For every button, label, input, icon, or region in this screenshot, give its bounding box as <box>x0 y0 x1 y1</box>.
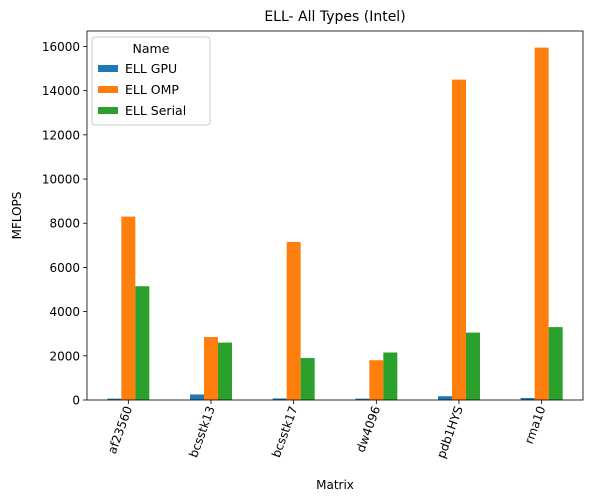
y-tick-label: 12000 <box>42 128 80 142</box>
bar-ell-gpu-af23560 <box>107 398 122 400</box>
bar-ell-omp-rma10 <box>534 47 549 400</box>
legend-entry: ELL OMP <box>125 82 179 97</box>
y-axis-label: MFLOPS <box>10 192 24 240</box>
bar-ell-serial-rma10 <box>548 327 563 400</box>
y-tick-label: 6000 <box>49 261 80 275</box>
y-tick-label: 4000 <box>49 305 80 319</box>
legend-swatch <box>98 65 118 72</box>
bar-ell-omp-pdb1hys <box>452 79 466 400</box>
bar-ell-omp-af23560 <box>121 216 136 400</box>
x-axis-ticks: af23560 bcsstk13 bcsstk17 dw4096 pdb1HYS rma1… <box>105 400 549 460</box>
bar-ell-serial-dw4096 <box>383 352 398 400</box>
y-axis-ticks: 0 2000 4000 6000 8000 10000 12000 14000 16000 <box>42 40 87 408</box>
bar-ell-serial-bcsstk17 <box>300 358 315 400</box>
x-tick-label: bcsstk13 <box>186 404 218 459</box>
chart-title: ELL- All Types (Intel) <box>264 9 405 25</box>
bar-ell-gpu-rma10 <box>520 398 535 400</box>
legend-entry: ELL Serial <box>125 103 186 118</box>
bar-ell-omp-bcsstk13 <box>204 337 218 400</box>
y-tick-label: 0 <box>72 394 80 408</box>
x-tick-label: dw4096 <box>354 404 384 454</box>
bar-ell-gpu-dw4096 <box>355 398 370 400</box>
y-tick-label: 10000 <box>42 173 80 187</box>
x-tick-label: pdb1HYS <box>434 404 466 460</box>
bar-ell-gpu-bcsstk17 <box>272 398 287 400</box>
bar-ell-gpu-bcsstk13 <box>190 394 204 400</box>
legend: Name ELL GPU ELL OMP ELL Serial <box>91 36 211 126</box>
bar-ell-serial-bcsstk13 <box>218 342 232 400</box>
bars-group <box>107 47 563 400</box>
bar-ell-omp-dw4096 <box>369 360 384 400</box>
x-axis-label: Matrix <box>316 478 354 492</box>
x-tick-label: rma10 <box>522 404 549 445</box>
x-tick-label: bcsstk17 <box>269 404 301 459</box>
y-tick-label: 16000 <box>42 40 80 54</box>
bar-ell-serial-af23560 <box>135 286 150 400</box>
legend-swatch <box>98 86 118 93</box>
bar-ell-gpu-pdb1hys <box>438 396 452 400</box>
legend-swatch <box>98 107 118 114</box>
x-tick-label: af23560 <box>105 404 135 456</box>
bar-ell-serial-pdb1hys <box>466 332 480 400</box>
plot-frame <box>86 30 584 401</box>
y-tick-label: 14000 <box>42 84 80 98</box>
y-tick-label: 2000 <box>49 349 80 363</box>
legend-entry: ELL GPU <box>125 61 177 76</box>
bar-ell-omp-bcsstk17 <box>286 242 301 400</box>
y-tick-label: 8000 <box>49 217 80 231</box>
legend-title: Name <box>133 41 170 56</box>
legend-box <box>91 36 211 126</box>
